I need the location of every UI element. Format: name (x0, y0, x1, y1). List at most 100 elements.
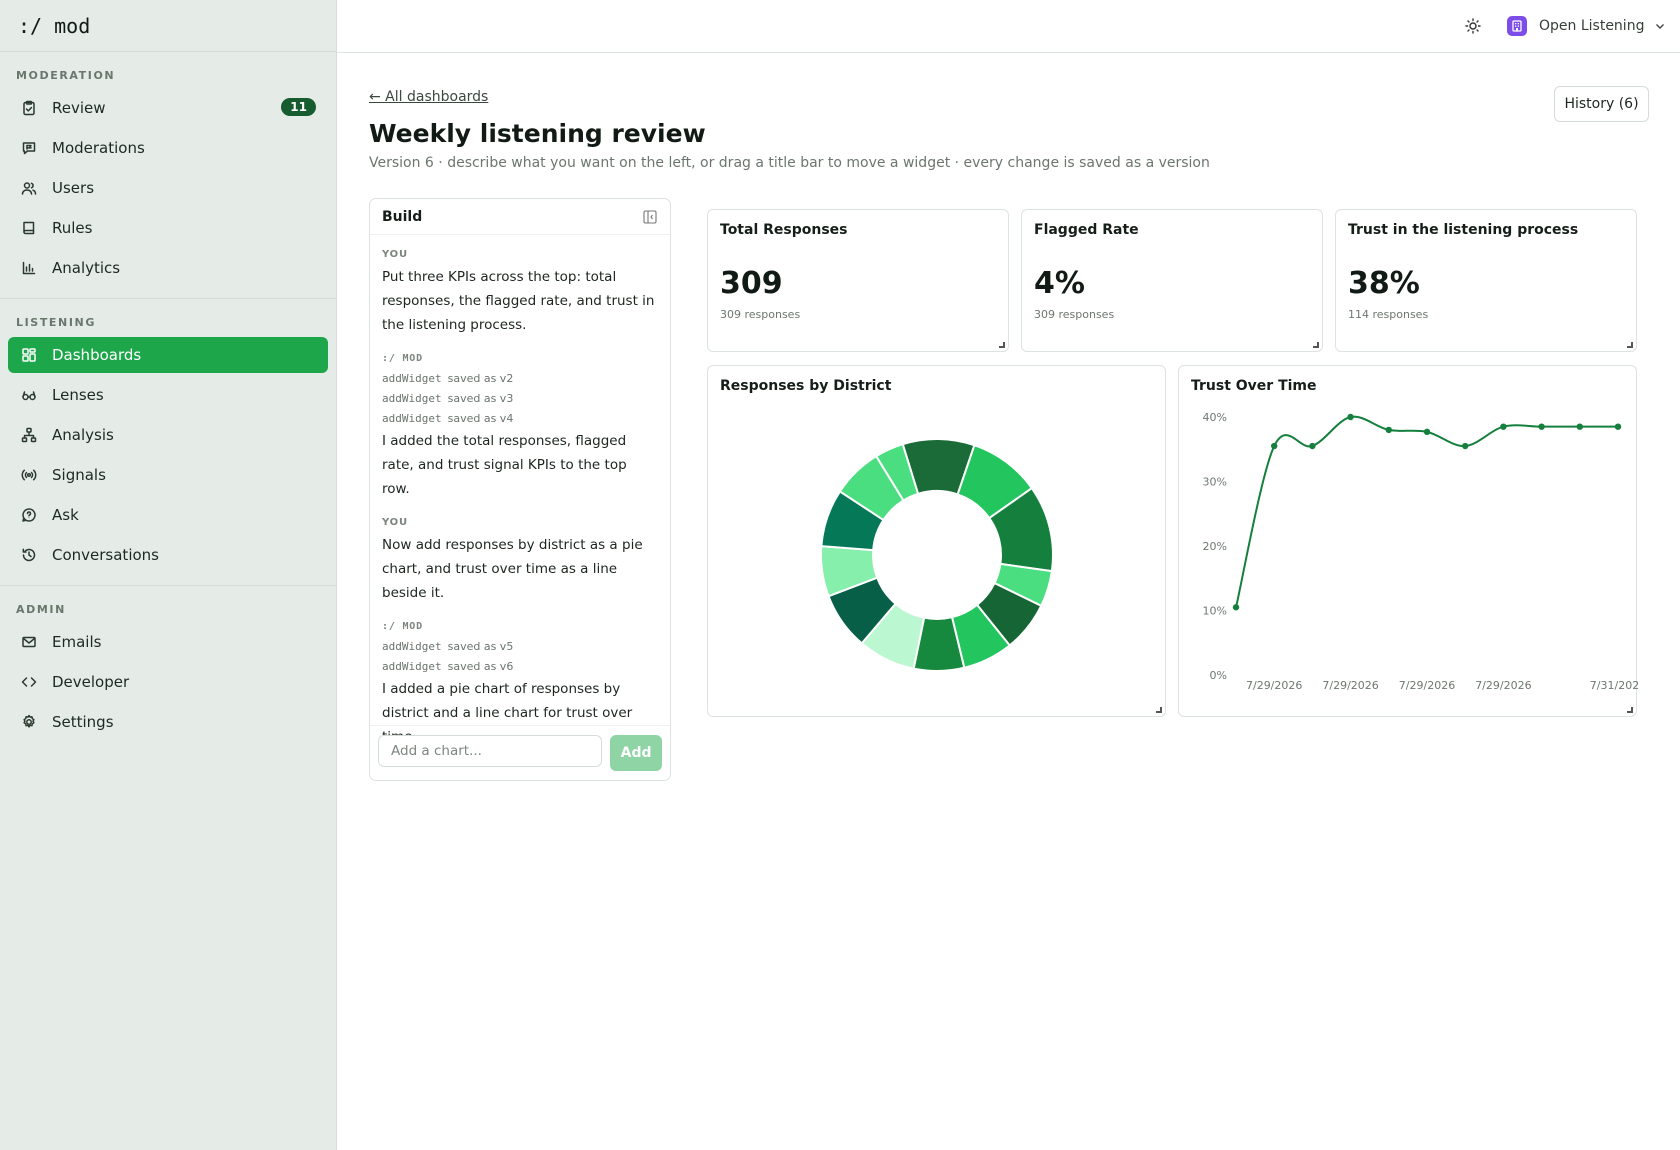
nav-section-title: MODERATION (16, 69, 116, 82)
glasses-icon (20, 386, 38, 404)
pie-chart (820, 438, 1054, 672)
main-content: ← All dashboards Weekly listening review… (337, 53, 1680, 1150)
kpi-widget-trust[interactable]: Trust in the listening process 38% 114 r… (1335, 209, 1637, 352)
data-point[interactable] (1423, 428, 1431, 436)
collapse-panel-button[interactable] (642, 209, 658, 225)
gear-icon (20, 713, 38, 731)
sidebar-item-dashboards[interactable]: Dashboards (8, 337, 328, 373)
build-panel: Build YOU Put three KPIs across the top: … (369, 198, 671, 781)
message-text: Now add responses by district as a pie c… (382, 537, 643, 601)
resize-handle[interactable] (1313, 342, 1319, 348)
sun-icon (1465, 18, 1481, 34)
sidebar-item-users[interactable]: Users (8, 170, 328, 206)
data-point[interactable] (1271, 442, 1278, 450)
sidebar-item-review[interactable]: Review 11 (8, 90, 328, 126)
chevron-down-icon (1656, 24, 1665, 29)
series-line (1235, 415, 1618, 608)
x-tick-label: 7/29/2026 (1246, 679, 1302, 692)
kpi-subtext: 309 responses (720, 308, 801, 321)
sidebar-item-moderations[interactable]: Moderations (8, 130, 328, 166)
x-tick-label: 7/31/2026 (1590, 679, 1638, 692)
data-point[interactable] (1309, 442, 1316, 450)
data-point[interactable] (1347, 413, 1354, 421)
resize-handle[interactable] (1627, 342, 1633, 348)
tool-call-line: addWidget saved as v4 (382, 409, 658, 429)
resize-handle[interactable] (999, 342, 1005, 348)
saved-version: saved as v5 (447, 640, 514, 653)
org-switcher[interactable]: Open Listening (1507, 12, 1666, 40)
line-chart-widget[interactable]: 0% 10% 20% 30% 40% 7/29/2026 7/29/2026 7/29/202… (1178, 365, 1638, 717)
saved-version: saved as v4 (447, 412, 514, 425)
history-button[interactable]: History (6) (1554, 86, 1649, 122)
data-point[interactable] (1500, 423, 1507, 430)
topbar: Open Listening (337, 0, 1680, 53)
sidebar-item-analysis[interactable]: Analysis (8, 417, 328, 453)
nav-section-title: LISTENING (16, 316, 96, 329)
code-icon (20, 673, 38, 691)
widget-title-bar[interactable]: Total Responses (720, 222, 848, 238)
sidebar-item-rules[interactable]: Rules (8, 210, 328, 246)
chat-message: :/ MOD addWidget saved as v5 addWidget saved… (382, 617, 658, 749)
sidebar-item-analytics[interactable]: Analytics (8, 250, 328, 286)
widget-title-bar[interactable]: Trust in the listening process (1348, 222, 1579, 238)
chat-message: YOU Put three KPIs across the top: total … (382, 245, 658, 337)
message-role: :/ MOD (382, 353, 423, 364)
kpi-subtext: 309 responses (1034, 308, 1115, 321)
kpi-value: 4% (1034, 266, 1085, 301)
saved-version: saved as v3 (447, 392, 514, 405)
resize-handle[interactable] (1627, 707, 1633, 713)
sidebar-item-label: Analysis (52, 426, 114, 444)
pie-chart-widget[interactable]: Responses by District (707, 365, 1166, 717)
chat-thread: YOU Put three KPIs across the top: total … (370, 235, 670, 749)
nav-sections: MODERATION Review 11 Moderations Users Rules A… (0, 52, 336, 752)
org-name: Open Listening (1539, 18, 1645, 34)
sidebar-item-lenses[interactable]: Lenses (8, 377, 328, 413)
sidebar-item-settings[interactable]: Settings (8, 704, 328, 740)
resize-handle[interactable] (1156, 707, 1162, 713)
data-point[interactable] (1614, 423, 1622, 430)
nav-section-title: ADMIN (16, 603, 66, 616)
data-point[interactable] (1538, 423, 1545, 430)
widget-title-bar[interactable]: Trust Over Time (1191, 378, 1317, 394)
pie-slice[interactable] (874, 442, 920, 502)
nav-section-listening: LISTENING Dashboards Lenses Analysis Signals… (0, 299, 336, 586)
kpi-widget-total-responses[interactable]: Total Responses 309 309 responses (707, 209, 1009, 352)
all-dashboards-link[interactable]: ← All dashboards (369, 89, 489, 105)
users-icon (20, 179, 38, 197)
sidebar-item-developer[interactable]: Developer (8, 664, 328, 700)
tool-name: addWidget (382, 372, 442, 385)
sidebar-item-label: Emails (52, 633, 102, 651)
sidebar-item-label: Review (52, 99, 106, 117)
add-button[interactable]: Add (610, 735, 662, 771)
message-text: Put three KPIs across the top: total res… (382, 269, 655, 333)
sidebar-item-ask[interactable]: Ask (8, 497, 328, 533)
sidebar-item-label: Ask (52, 506, 79, 524)
data-point[interactable] (1576, 423, 1583, 430)
sidebar-item-emails[interactable]: Emails (8, 624, 328, 660)
tool-name: addWidget (382, 412, 442, 425)
build-title: Build (382, 208, 423, 225)
nav-section-admin: ADMIN Emails Developer Settings (0, 586, 336, 752)
theme-toggle-button[interactable] (1461, 14, 1485, 38)
data-point[interactable] (1462, 442, 1469, 450)
kpi-widget-flagged-rate[interactable]: Flagged Rate 4% 309 responses (1021, 209, 1323, 352)
widget-title-bar[interactable]: Flagged Rate (1034, 222, 1139, 238)
clipboard-check-icon (20, 99, 38, 117)
x-tick-label: 7/29/2026 (1399, 679, 1455, 692)
nav-section-moderation: MODERATION Review 11 Moderations Users Rules A… (0, 52, 336, 299)
data-point[interactable] (1385, 426, 1392, 434)
widget-title-bar[interactable]: Responses by District (720, 378, 892, 394)
app-logo[interactable]: :/ mod (0, 0, 336, 52)
sidebar-item-label: Developer (52, 673, 130, 691)
sidebar-item-signals[interactable]: Signals (8, 457, 328, 493)
add-chart-input[interactable] (378, 735, 603, 767)
tool-call-line: addWidget saved as v6 (382, 657, 658, 677)
y-tick-label: 40% (1203, 411, 1227, 424)
sidebar-item-conversations[interactable]: Conversations (8, 537, 328, 573)
sidebar-item-label: Conversations (52, 546, 159, 564)
org-avatar (1507, 16, 1527, 36)
sidebar-item-label: Signals (52, 466, 106, 484)
chat-message: :/ MOD addWidget saved as v2 addWidget saved… (382, 349, 658, 501)
data-point[interactable] (1232, 604, 1240, 611)
mail-icon (20, 633, 38, 651)
